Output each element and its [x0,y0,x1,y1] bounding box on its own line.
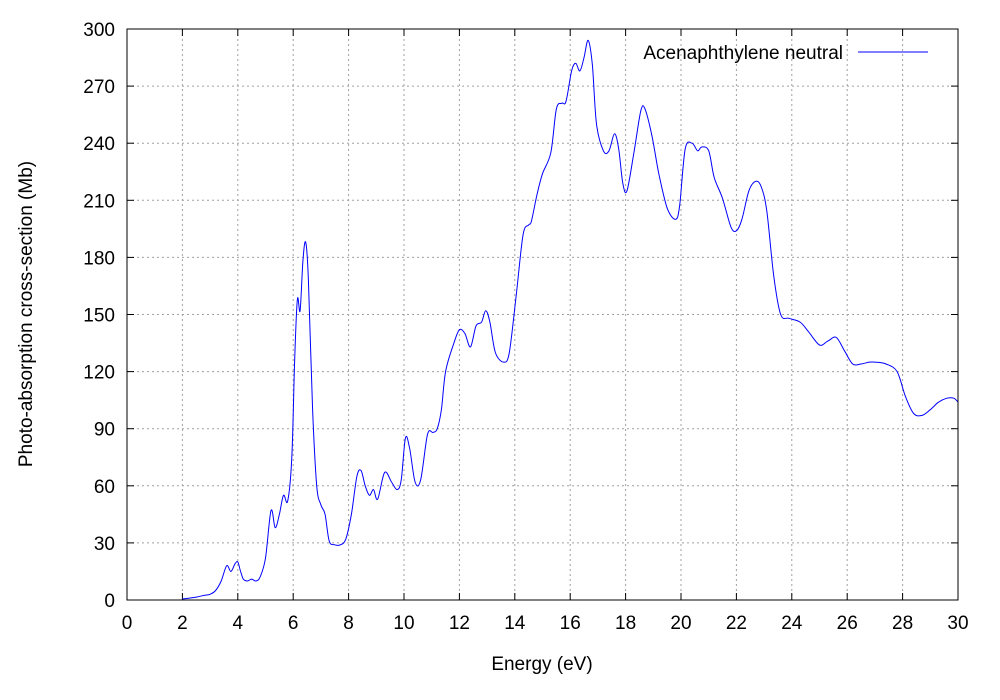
grid-layer [127,29,958,600]
y-tick-label: 90 [94,420,115,441]
x-tick-label: 10 [393,613,414,634]
plot-frame [126,28,959,601]
x-tick-label: 14 [504,613,526,634]
tick-layer: 0 2 4 6 8 10 12 14 16 18 20 22 24 26 28 300306090120150… [83,20,968,634]
x-tick-label: 26 [837,613,858,634]
y-tick-label: 210 [83,191,115,212]
x-tick-label: 22 [726,613,747,634]
y-tick-label: 270 [83,77,115,98]
x-tick-label: 16 [560,613,581,634]
y-axis-title: Photo-absorption cross-section (Mb) [16,161,37,467]
x-tick-label: 6 [288,613,299,634]
x-tick-label: 28 [892,613,913,634]
x-tick-label: 0 [122,613,133,634]
y-tick-label: 300 [83,20,115,41]
x-tick-label: 18 [615,613,636,634]
y-tick-label: 30 [94,534,115,555]
legend-label: Acenaphthylene neutral [643,43,843,64]
y-tick-label: 180 [83,248,115,269]
x-tick-label: 12 [449,613,470,634]
y-tick-label: 240 [83,134,115,155]
y-tick-label: 120 [83,363,115,384]
series-line [182,39,959,600]
series-layer [182,39,959,600]
y-tick-label: 150 [83,306,115,327]
y-tick-label: 60 [94,477,115,498]
legend: Acenaphthylene neutral [643,43,928,64]
x-tick-label: 8 [343,613,354,634]
x-tick-label: 2 [177,613,188,634]
y-tick-label: 0 [104,591,115,612]
x-tick-label: 20 [670,613,691,634]
x-tick-label: 30 [947,613,968,634]
x-tick-label: 4 [233,613,244,634]
x-tick-label: 24 [781,613,803,634]
x-axis-title: Energy (eV) [491,654,592,675]
